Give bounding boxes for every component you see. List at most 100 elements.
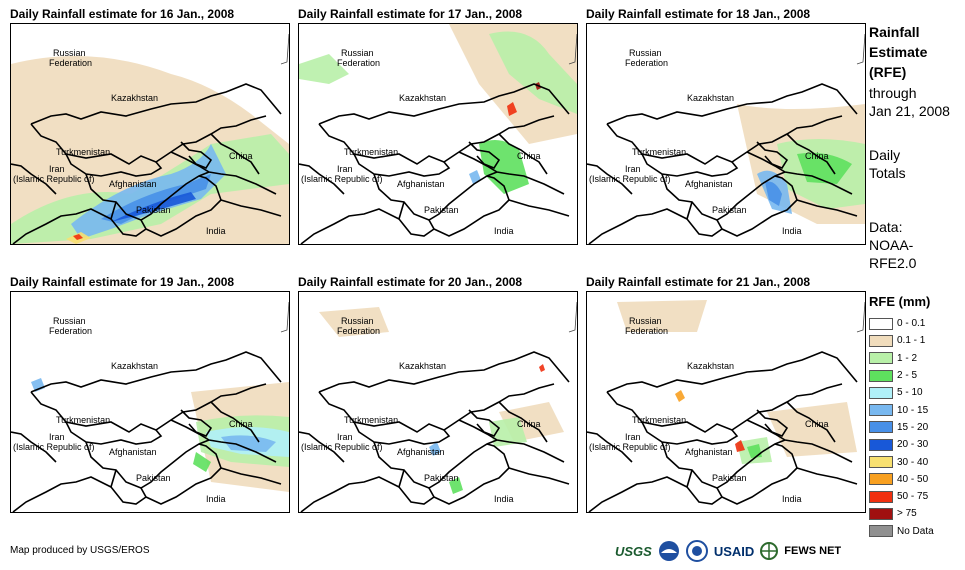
country-label: (Islamic Republic of) bbox=[13, 442, 95, 452]
country-border bbox=[498, 133, 548, 175]
country-border bbox=[220, 467, 282, 485]
country-label: Pakistan bbox=[136, 473, 171, 483]
country-label: Turkmenistan bbox=[56, 147, 110, 157]
country-border bbox=[140, 175, 222, 237]
legend-item: 2 - 5 bbox=[869, 367, 934, 384]
country-border bbox=[373, 171, 498, 221]
legend-title: RFE (mm) bbox=[869, 294, 931, 309]
country-border bbox=[85, 439, 210, 489]
legend-item: No Data bbox=[869, 523, 934, 540]
country-border bbox=[353, 421, 451, 445]
legend-item: 10 - 15 bbox=[869, 401, 934, 418]
rainfall-area bbox=[735, 440, 745, 452]
country-border bbox=[786, 401, 836, 443]
rainfall-area bbox=[767, 402, 857, 457]
through-label: through bbox=[869, 85, 917, 101]
panel-title: Daily Rainfall estimate for 16 Jan., 200… bbox=[10, 7, 235, 21]
country-border bbox=[210, 133, 260, 175]
country-label: Turkmenistan bbox=[632, 147, 686, 157]
rainfall-area bbox=[299, 54, 349, 84]
country-border bbox=[746, 419, 853, 463]
country-border bbox=[428, 443, 510, 505]
legend-item: 20 - 30 bbox=[869, 436, 934, 453]
country-label: Iran bbox=[625, 164, 641, 174]
panel-title: Daily Rainfall estimate for 21 Jan., 200… bbox=[586, 275, 811, 289]
legend-swatch bbox=[869, 456, 893, 469]
legend-swatch bbox=[869, 334, 893, 347]
country-label: Federation bbox=[337, 58, 380, 68]
country-label: Pakistan bbox=[424, 205, 459, 215]
border-line bbox=[280, 301, 289, 333]
country-label: Pakistan bbox=[136, 205, 171, 215]
country-border bbox=[373, 439, 498, 489]
country-label: India bbox=[782, 226, 802, 236]
legend-swatch bbox=[869, 404, 893, 417]
country-label: Iran bbox=[49, 432, 65, 442]
country-border bbox=[786, 133, 836, 175]
country-border bbox=[30, 83, 282, 125]
country-label: Federation bbox=[49, 58, 92, 68]
country-label: (Islamic Republic of) bbox=[301, 442, 383, 452]
country-border bbox=[468, 409, 501, 437]
rfe-legend: RFE (mm) 0 - 0.1 0.1 - 1 1 - 2 2 - 5 5 - 10 1… bbox=[869, 294, 934, 540]
country-label: Turkmenistan bbox=[344, 147, 398, 157]
legend-swatch bbox=[869, 386, 893, 399]
legend-swatch bbox=[869, 490, 893, 503]
country-border bbox=[498, 401, 548, 443]
legend-swatch bbox=[869, 352, 893, 365]
country-label: Kazakhstan bbox=[111, 93, 158, 103]
country-label: Kazakhstan bbox=[111, 361, 158, 371]
country-label: Afghanistan bbox=[109, 179, 157, 189]
country-border bbox=[606, 351, 858, 393]
country-border bbox=[110, 469, 147, 505]
usaid-logo: USAID bbox=[713, 543, 755, 559]
noaa-logo bbox=[658, 541, 679, 561]
country-border bbox=[686, 201, 723, 237]
rainfall-map: Russian Federation Kazakhstan Turkmenistan I… bbox=[10, 291, 290, 513]
title-line: Rainfall bbox=[869, 24, 920, 40]
legend-label: 0 - 0.1 bbox=[897, 318, 926, 330]
country-label: India bbox=[206, 494, 226, 504]
country-border bbox=[85, 171, 210, 221]
totals-line: Daily bbox=[869, 147, 901, 163]
country-label: Pakistan bbox=[712, 205, 747, 215]
rainfall-area bbox=[489, 31, 577, 114]
country-border bbox=[588, 208, 688, 244]
panel-title: Daily Rainfall estimate for 19 Jan., 200… bbox=[10, 275, 235, 289]
country-label: Turkmenistan bbox=[632, 415, 686, 425]
country-border bbox=[756, 409, 789, 437]
legend-swatch bbox=[869, 525, 893, 538]
country-border bbox=[428, 175, 510, 237]
country-label: Iran bbox=[337, 164, 353, 174]
rainfall-area bbox=[449, 477, 463, 494]
country-border bbox=[641, 421, 739, 445]
country-label: Federation bbox=[625, 326, 668, 336]
country-label: Kazakhstan bbox=[687, 93, 734, 103]
legend-item: 40 - 50 bbox=[869, 471, 934, 488]
legend-item: 15 - 20 bbox=[869, 419, 934, 436]
totals-block: Daily Totals bbox=[869, 146, 906, 182]
legend-label: 2 - 5 bbox=[897, 370, 918, 382]
country-label: China bbox=[805, 419, 829, 429]
commerce-seal-icon bbox=[685, 540, 708, 562]
legend-label: > 75 bbox=[897, 508, 917, 520]
legend-swatch bbox=[869, 421, 893, 434]
rainfall-area bbox=[429, 442, 441, 456]
country-border bbox=[588, 476, 688, 512]
legend-swatch bbox=[869, 369, 893, 382]
legend-label: 10 - 15 bbox=[897, 404, 929, 416]
country-label: Pakistan bbox=[424, 473, 459, 483]
rainfall-area bbox=[539, 364, 545, 372]
rainfall-area bbox=[73, 234, 83, 240]
rainfall-map: Russian Federation Kazakhstan Turkmenistan I… bbox=[10, 23, 290, 245]
border-line bbox=[856, 301, 865, 333]
country-label: India bbox=[782, 494, 802, 504]
country-border bbox=[458, 419, 565, 463]
country-border bbox=[398, 469, 435, 505]
country-label: Afghanistan bbox=[397, 179, 445, 189]
rainfall-area bbox=[319, 307, 389, 337]
country-border bbox=[170, 151, 277, 195]
country-label: China bbox=[805, 151, 829, 161]
country-label: Iran bbox=[337, 432, 353, 442]
country-label: Federation bbox=[625, 58, 668, 68]
